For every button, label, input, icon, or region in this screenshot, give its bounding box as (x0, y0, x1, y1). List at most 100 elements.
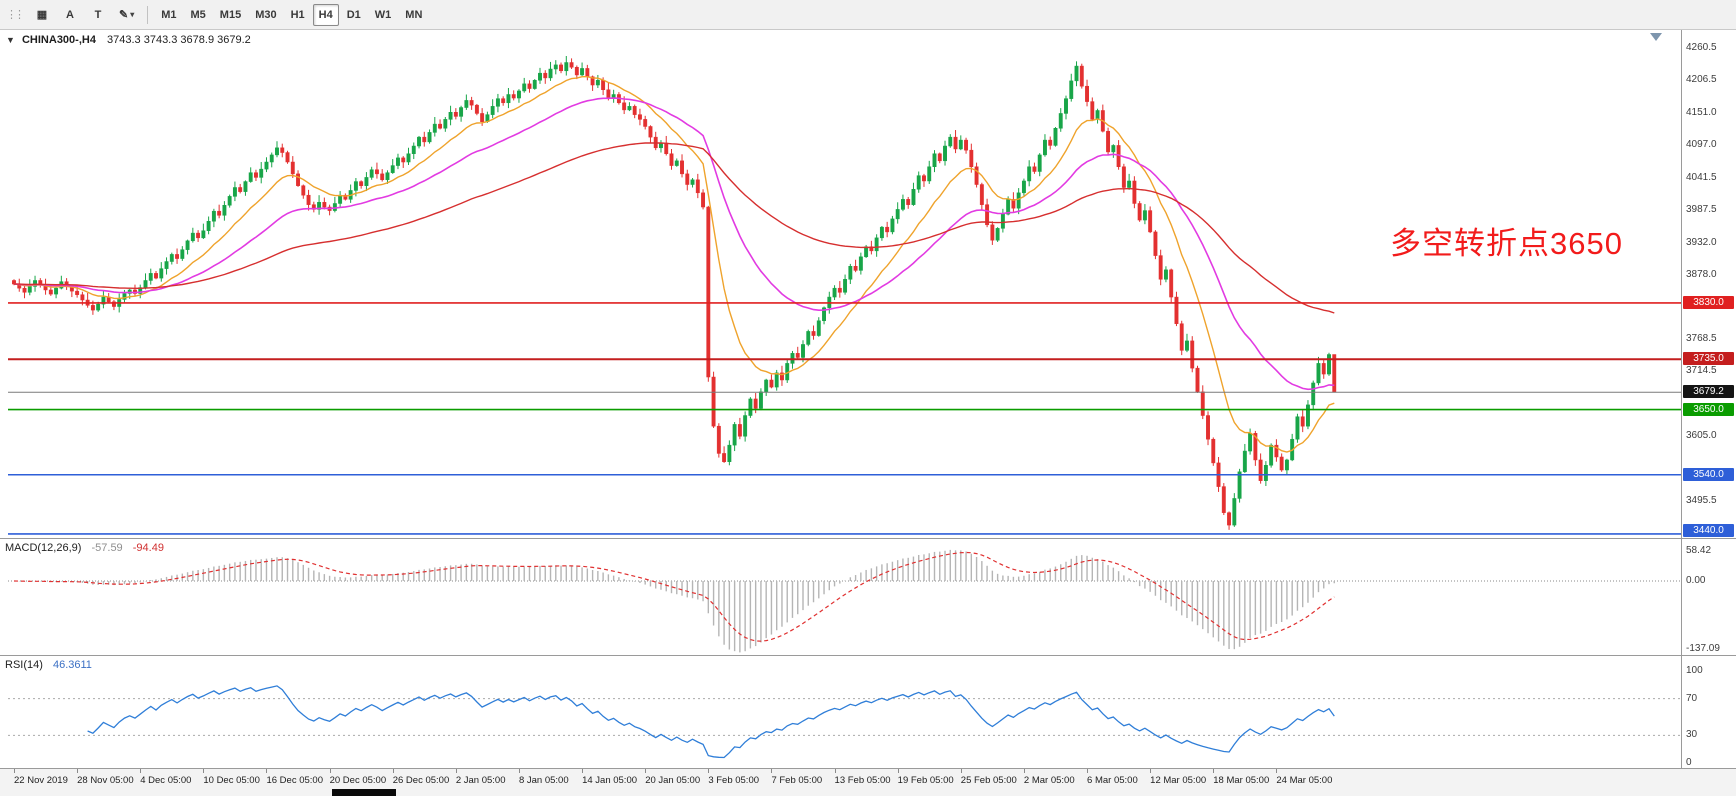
timeframe-button-m1[interactable]: M1 (155, 4, 182, 26)
time-tick (1213, 769, 1215, 773)
time-axis-label: 28 Nov 05:00 (77, 775, 134, 786)
grid-tool-button[interactable]: ▦ (29, 4, 55, 26)
rsi-panel: RSI(14) 46.3611 100 70 30 0 (0, 655, 1736, 768)
top-toolbar: ⋮⋮ ▦ A T ✎ ▾ M1 M5 M15 M30 H1 H4 D1 W1 M… (0, 0, 1736, 30)
time-tick (708, 769, 710, 773)
time-axis-label: 4 Dec 05:00 (140, 775, 192, 786)
pencil-icon: ✎ (119, 9, 129, 21)
time-axis-label: 13 Feb 05:00 (834, 775, 891, 786)
time-axis-label: 3 Feb 05:00 (708, 775, 760, 786)
price-tick-label: 3714.5 (1686, 365, 1717, 377)
time-tick (834, 769, 836, 773)
price-tick-label: 4097.0 (1686, 138, 1717, 150)
timeframe-button-m5[interactable]: M5 (185, 4, 212, 26)
price-tick-label: 4041.5 (1686, 171, 1717, 183)
time-tick (582, 769, 584, 773)
toolbar-grip[interactable]: ⋮⋮ (6, 9, 25, 21)
price-axis-column[interactable]: 4260.5 4206.5 4151.0 4097.0 4041.5 3987.5 3932… (1681, 30, 1736, 538)
time-axis-label: 8 Jan 05:00 (518, 775, 569, 786)
price-tick-label: 3878.0 (1686, 268, 1717, 280)
timeframe-button-w1[interactable]: W1 (369, 4, 398, 26)
time-axis-label: 2 Jan 05:00 (455, 775, 506, 786)
price-tick-label: 4206.5 (1686, 73, 1717, 85)
time-tick (392, 769, 394, 773)
price-tick-label: 3768.5 (1686, 333, 1717, 345)
time-tick (203, 769, 205, 773)
timeframe-button-h1[interactable]: H1 (285, 4, 311, 26)
time-axis-label: 12 Mar 05:00 (1150, 775, 1207, 786)
rsi-axis-column[interactable]: 100 70 30 0 (1681, 656, 1736, 768)
timeframe-button-h4[interactable]: H4 (312, 3, 339, 26)
text-box-button[interactable]: T (85, 4, 111, 26)
macd-signal-value: -94.49 (132, 542, 164, 554)
price-tick-label: 4151.0 (1686, 106, 1717, 118)
symbol-label: CHINA300-,H4 (21, 34, 96, 46)
timeframe-button-m15[interactable]: M15 (214, 4, 247, 26)
rsi-name: RSI(14) (5, 659, 43, 671)
price-tick-label: 3987.5 (1686, 203, 1717, 215)
chart-shift-marker[interactable] (1650, 33, 1662, 41)
text-label-button[interactable]: A (57, 4, 83, 26)
macd-axis-column[interactable]: 58.42 0.00 -137.09 (1681, 539, 1736, 655)
time-axis-label: 22 Nov 2019 (14, 775, 68, 786)
macd-tick-label: 0.00 (1686, 575, 1706, 586)
price-tick-label: 3495.5 (1686, 495, 1717, 507)
draw-tool-button[interactable]: ✎ ▾ (113, 4, 140, 26)
price-tick-label: 3932.0 (1686, 236, 1717, 248)
time-tick (897, 769, 899, 773)
time-tick (14, 769, 15, 773)
time-axis-label: 16 Dec 05:00 (266, 775, 323, 786)
time-axis-label: 2 Mar 05:00 (1023, 775, 1075, 786)
chart-header: ▼ CHINA300-,H4 3743.3 3743.3 3678.9 3679… (6, 34, 251, 46)
timeframe-button-mn[interactable]: MN (399, 4, 428, 26)
rsi-tick-label: 30 (1686, 729, 1698, 741)
ohlc-readout: 3743.3 3743.3 3678.9 3679.2 (107, 34, 251, 46)
time-tick (960, 769, 962, 773)
time-axis-label: 19 Feb 05:00 (897, 775, 954, 786)
macd-plot[interactable] (0, 539, 1736, 655)
time-axis-label: 26 Dec 05:00 (392, 775, 450, 786)
time-tick (771, 769, 773, 773)
time-tick (266, 769, 268, 773)
timeframe-button-d1[interactable]: D1 (341, 4, 367, 26)
rsi-tick-label: 70 (1686, 692, 1698, 704)
time-axis[interactable]: 22 Nov 2019 28 Nov 05:00 4 Dec 05:00 10 Dec… (0, 768, 1736, 796)
time-tick (1023, 769, 1025, 773)
macd-label: MACD(12,26,9) -57.59 -94.49 (5, 542, 164, 554)
macd-tick-label: 58.42 (1686, 545, 1712, 557)
price-level-badge: 3540.0 (1683, 467, 1734, 481)
time-axis-label: 18 Mar 05:00 (1213, 775, 1270, 786)
time-tick (455, 769, 457, 773)
rsi-label: RSI(14) 46.3611 (5, 659, 92, 671)
rsi-plot[interactable] (0, 656, 1736, 768)
time-axis-label: 14 Jan 05:00 (582, 775, 638, 786)
time-axis-label: 6 Mar 05:00 (1087, 775, 1138, 786)
rsi-tick-label: 0 (1686, 757, 1692, 768)
time-tick (1150, 769, 1152, 773)
chart-annotation-text[interactable]: 多空转折点3650 (1390, 226, 1623, 261)
chevron-down-icon: ▾ (130, 10, 135, 19)
time-axis-label: 20 Dec 05:00 (329, 775, 387, 786)
macd-tick-label: -137.09 (1686, 643, 1720, 654)
grid-icon: ▦ (36, 9, 48, 21)
time-axis-label: 24 Mar 05:00 (1276, 775, 1333, 786)
time-axis-label: 7 Feb 05:00 (771, 775, 823, 786)
taskbar-fragment (332, 789, 396, 796)
price-tick-label: 4260.5 (1686, 42, 1717, 53)
price-level-badge: 3735.0 (1683, 352, 1734, 366)
time-tick (645, 769, 647, 773)
time-tick (329, 769, 331, 773)
collapse-arrow-icon[interactable]: ▼ (6, 35, 15, 45)
time-tick (1276, 769, 1278, 773)
price-panel: ▼ CHINA300-,H4 3743.3 3743.3 3678.9 3679… (0, 30, 1736, 538)
macd-name: MACD(12,26,9) (5, 542, 82, 554)
time-tick (77, 769, 79, 773)
timeframe-button-m30[interactable]: M30 (249, 4, 282, 26)
price-level-badge: 3650.0 (1683, 402, 1734, 416)
time-tick (140, 769, 142, 773)
macd-panel: MACD(12,26,9) -57.59 -94.49 58.42 0.00 -13… (0, 538, 1736, 655)
candlestick-plot[interactable] (0, 30, 1736, 538)
price-tick-label: 3605.0 (1686, 430, 1717, 442)
time-axis-label: 25 Feb 05:00 (960, 775, 1017, 786)
